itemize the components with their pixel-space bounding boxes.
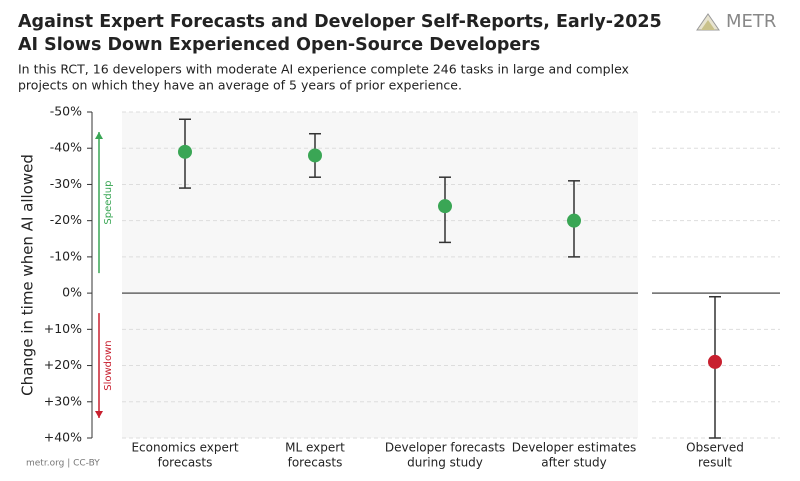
annotation: Slowdown xyxy=(103,340,114,390)
point xyxy=(178,144,192,159)
subtitle: projects on which they have an average o… xyxy=(18,78,462,93)
y-tick-label: -30% xyxy=(50,176,82,191)
y-tick-label: +40% xyxy=(44,430,82,445)
x-tick-label: forecasts xyxy=(288,456,343,470)
x-tick-label: Observed xyxy=(686,441,744,455)
y-tick-label: -50% xyxy=(50,104,82,119)
slowdown-arrow-head xyxy=(95,411,103,418)
point xyxy=(708,354,722,369)
subtitle: In this RCT, 16 developers with moderate… xyxy=(18,62,629,77)
point xyxy=(567,213,581,228)
y-tick-label: +10% xyxy=(44,321,82,336)
x-tick-label: ML expert xyxy=(285,441,345,455)
logo: METR xyxy=(726,11,776,32)
y-tick-label: +20% xyxy=(44,357,82,372)
y-axis-label: Change in time when AI allowed xyxy=(19,154,37,396)
chart-title: Against Expert Forecasts and Developer S… xyxy=(18,12,662,32)
y-tick-label: 0% xyxy=(62,285,82,300)
y-tick-label: +30% xyxy=(44,393,82,408)
x-tick-label: forecasts xyxy=(158,456,213,470)
speedup-arrow-head xyxy=(95,132,103,139)
x-tick-label: after study xyxy=(541,456,606,470)
logo-icon xyxy=(696,13,720,31)
y-tick-label: -40% xyxy=(50,140,82,155)
x-tick-label: result xyxy=(698,456,732,470)
x-tick-label: during study xyxy=(407,456,483,470)
panel-background xyxy=(122,112,638,438)
chart-title: AI Slows Down Experienced Open-Source De… xyxy=(18,35,540,55)
x-tick-label: Economics expert xyxy=(131,441,238,455)
y-tick-label: -20% xyxy=(50,212,82,227)
point xyxy=(438,199,452,214)
footer: metr.org | CC-BY xyxy=(26,459,100,469)
x-tick-label: Developer forecasts xyxy=(385,441,505,455)
y-tick-label: -10% xyxy=(50,248,82,263)
x-tick-label: Developer estimates xyxy=(512,441,637,455)
point xyxy=(308,148,322,163)
annotation: Speedup xyxy=(103,181,114,225)
